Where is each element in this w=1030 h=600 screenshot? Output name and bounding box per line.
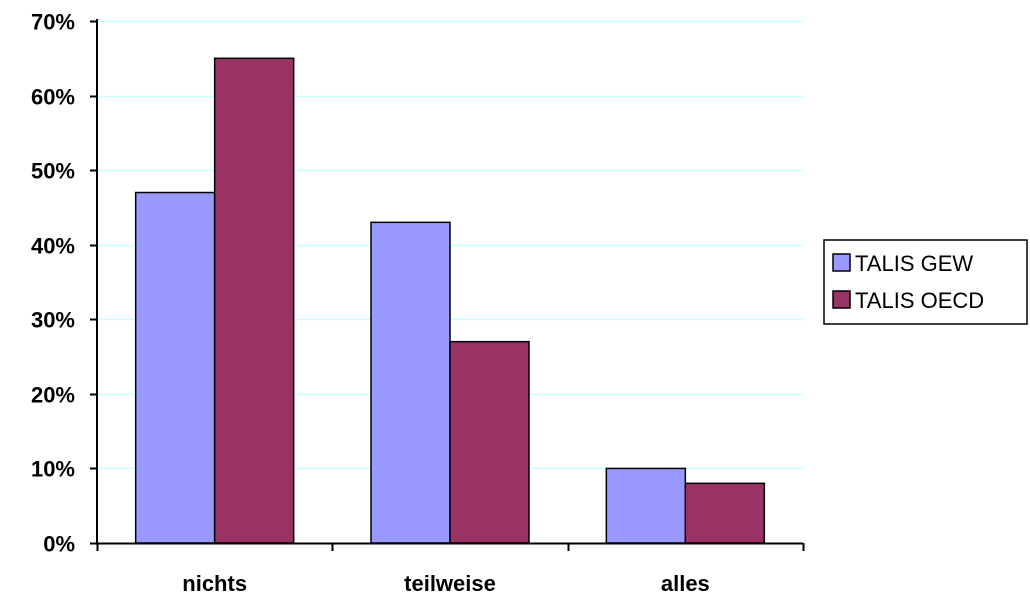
y-tick-label: 60% xyxy=(31,85,75,110)
bar-talis-oecd-nichts xyxy=(213,57,295,544)
y-tick-label: 20% xyxy=(31,383,75,408)
legend-swatch xyxy=(832,253,851,272)
y-tick-label: 0% xyxy=(43,532,75,557)
y-tick-labels: 0% 10% 20% 30% 40% 50% 60% 70% xyxy=(31,10,75,557)
y-tick-label: 30% xyxy=(31,308,75,333)
y-tick-label: 70% xyxy=(31,10,75,35)
x-tick-label: nichts xyxy=(182,571,247,596)
legend-box xyxy=(823,239,1028,325)
legend-swatch xyxy=(832,290,851,309)
y-tick-label: 50% xyxy=(31,159,75,184)
y-tick-label: 40% xyxy=(31,234,75,259)
bar-talis-oecd-alles xyxy=(684,482,766,544)
bar-talis-oecd-teilweise xyxy=(449,340,530,544)
axes xyxy=(90,19,805,551)
bar-talis-gew-nichts xyxy=(134,191,216,544)
x-tick-label: teilweise xyxy=(404,571,496,596)
y-tick-label: 10% xyxy=(31,457,75,482)
x-tick-labels: nichts teilweise alles xyxy=(182,571,710,596)
bars xyxy=(134,57,766,544)
legend-label: TALIS OECD xyxy=(855,288,984,313)
legend: TALIS GEW TALIS OECD xyxy=(823,239,1028,325)
legend-label: TALIS GEW xyxy=(855,251,973,276)
bar-talis-gew-alles xyxy=(605,467,687,544)
x-tick-label: alles xyxy=(661,571,710,596)
bar-talis-gew-teilweise xyxy=(370,221,451,544)
